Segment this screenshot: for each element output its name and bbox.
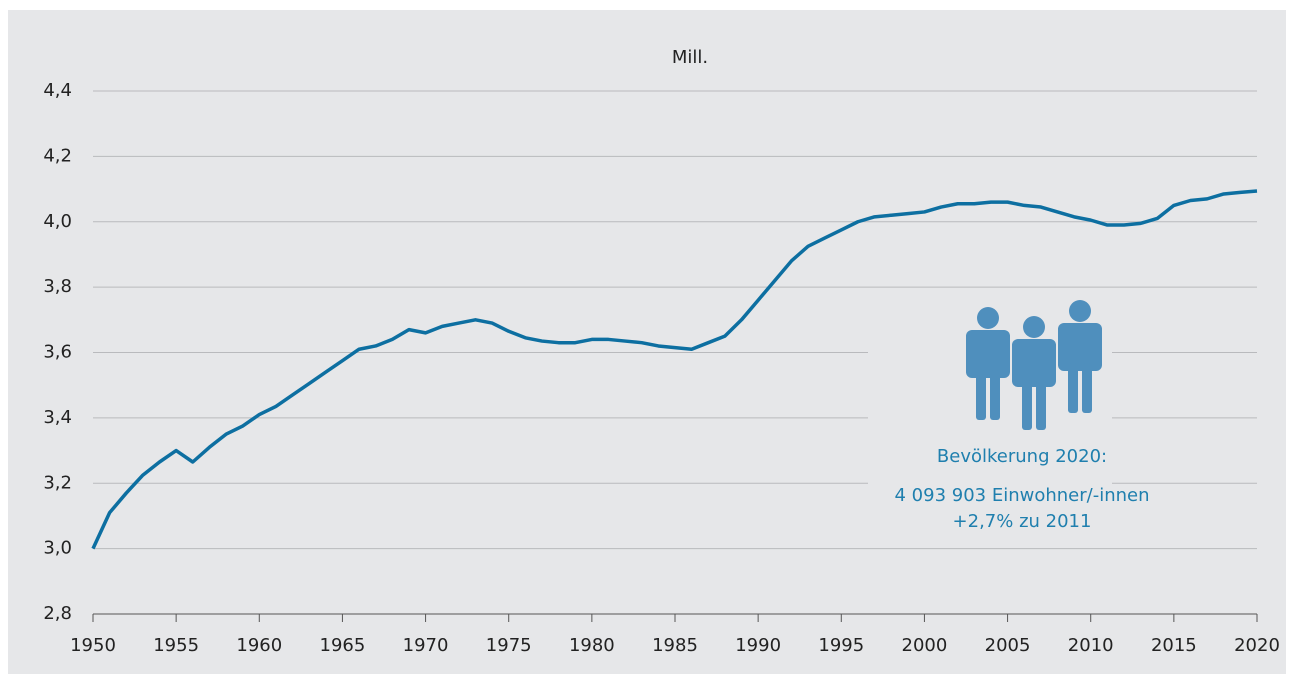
y-tick-label: 3,4 <box>43 407 72 428</box>
annotation: 4 093 903 Einwohner/-innen <box>895 485 1150 506</box>
y-tick-label: 3,2 <box>43 472 72 493</box>
x-tick-label: 1980 <box>569 635 615 656</box>
x-tick-label: 2010 <box>1068 635 1114 656</box>
y-tick-label: 2,8 <box>43 603 72 624</box>
x-tick-label: 2005 <box>985 635 1031 656</box>
x-tick-label: 2020 <box>1234 635 1280 656</box>
y-axis-unit: Mill. <box>672 47 708 68</box>
x-tick-label: 1970 <box>403 635 449 656</box>
y-tick-label: 3,8 <box>43 276 72 297</box>
y-tick-label: 3,6 <box>43 342 72 363</box>
annotation: Bevölkerung 2020: <box>937 446 1107 467</box>
x-tick-label: 1950 <box>70 635 116 656</box>
x-tick-label: 1965 <box>320 635 366 656</box>
x-tick-label: 2015 <box>1151 635 1197 656</box>
y-tick-label: 3,0 <box>43 538 72 559</box>
people-icon <box>966 300 1102 430</box>
x-tick-label: 1995 <box>818 635 864 656</box>
y-tick-label: 4,0 <box>43 211 72 232</box>
annotation: +2,7% zu 2011 <box>953 511 1092 532</box>
y-tick-label: 4,4 <box>43 80 72 101</box>
x-tick-label: 1955 <box>153 635 199 656</box>
x-tick-label: 1990 <box>735 635 781 656</box>
x-tick-label: 1975 <box>486 635 532 656</box>
data-line <box>91 189 1258 550</box>
x-tick-label: 1960 <box>236 635 282 656</box>
y-tick-label: 4,2 <box>43 145 72 166</box>
x-tick-label: 1985 <box>652 635 698 656</box>
x-tick-label: 2000 <box>902 635 948 656</box>
